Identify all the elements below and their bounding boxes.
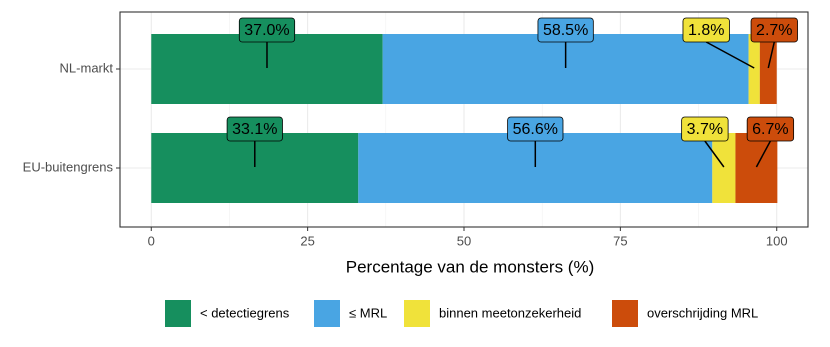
legend-label: ≤ MRL bbox=[349, 305, 387, 320]
value-label: 56.6% bbox=[507, 116, 564, 142]
bar-segment bbox=[748, 34, 760, 104]
value-label: 6.7% bbox=[746, 116, 795, 142]
x-tick-label: 75 bbox=[613, 233, 627, 248]
y-tick-label: EU-buitengrens bbox=[23, 159, 114, 174]
value-label: 33.1% bbox=[226, 116, 283, 142]
x-tick-label: 0 bbox=[148, 233, 155, 248]
legend-label: < detectiegrens bbox=[200, 305, 290, 320]
value-label: 58.5% bbox=[537, 17, 594, 43]
legend-label: overschrijding MRL bbox=[647, 305, 758, 320]
bar-segment bbox=[712, 133, 736, 203]
value-label-text: 37.0% bbox=[244, 22, 289, 39]
legend-key bbox=[314, 300, 340, 327]
leader-line bbox=[704, 140, 725, 168]
value-label-text: 6.7% bbox=[752, 121, 788, 138]
value-label-box bbox=[226, 116, 283, 142]
legend-key bbox=[165, 300, 191, 327]
legend-key bbox=[612, 300, 638, 327]
value-label-text: 58.5% bbox=[543, 22, 588, 39]
value-label-text: 1.8% bbox=[688, 22, 724, 39]
x-tick-label: 25 bbox=[300, 233, 314, 248]
leader-line bbox=[767, 41, 776, 69]
value-label-box bbox=[682, 17, 730, 43]
value-label-box bbox=[507, 116, 564, 142]
value-label-box bbox=[681, 116, 729, 142]
leader-line bbox=[705, 41, 755, 69]
value-label-box bbox=[746, 116, 795, 142]
x-axis-title: Percentage van de monsters (%) bbox=[346, 257, 595, 276]
value-label: 1.8% bbox=[682, 17, 730, 43]
value-label-text: 33.1% bbox=[232, 121, 277, 138]
legend-key bbox=[404, 300, 430, 327]
value-label-text: 3.7% bbox=[687, 121, 723, 138]
panel-border bbox=[119, 11, 809, 228]
value-label-box bbox=[750, 17, 798, 43]
value-label: 2.7% bbox=[750, 17, 798, 43]
x-tick-label: 100 bbox=[766, 233, 788, 248]
value-label-box bbox=[238, 17, 296, 43]
legend-label: binnen meetonzekerheid bbox=[439, 305, 581, 320]
value-label: 37.0% bbox=[238, 17, 296, 43]
value-label: 3.7% bbox=[681, 116, 729, 142]
x-tick-label: 50 bbox=[457, 233, 471, 248]
leader-line bbox=[755, 140, 772, 168]
bar-segment bbox=[735, 133, 778, 203]
value-label-text: 56.6% bbox=[513, 121, 558, 138]
value-label-text: 2.7% bbox=[756, 22, 792, 39]
value-label-box bbox=[537, 17, 594, 43]
y-tick-label: NL-markt bbox=[60, 60, 114, 75]
